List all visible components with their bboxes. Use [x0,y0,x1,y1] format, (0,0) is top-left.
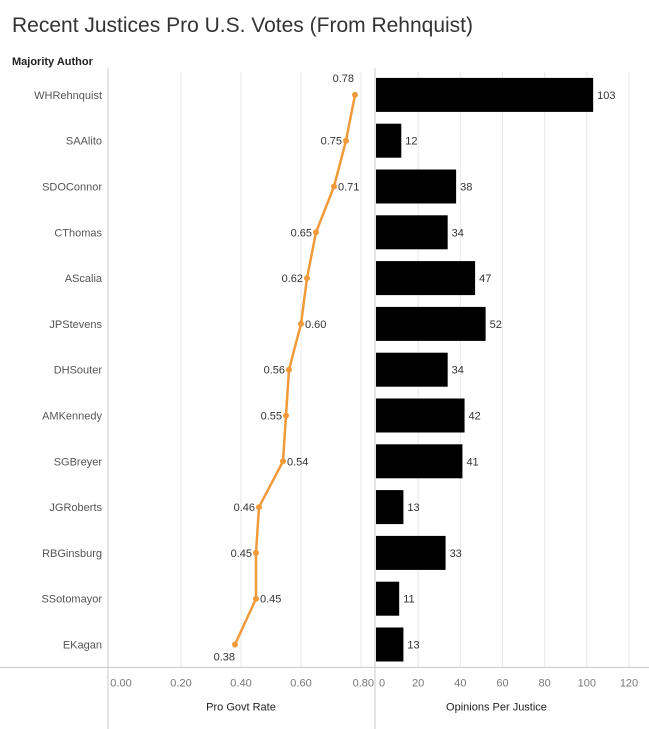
bar-EKagan [376,627,404,662]
bar-x-tick: 100 [578,677,596,689]
category-label: EKagan [63,640,102,652]
category-label: AMKennedy [42,411,102,423]
line-value-label: 0.65 [291,227,312,239]
bar-value-label: 34 [452,365,464,377]
line-x-axis-title: Pro Govt Rate [206,701,276,713]
line-point-DHSouter [286,366,292,373]
bar-x-tick: 20 [412,677,424,689]
category-label: SGBreyer [54,456,103,468]
pro-govt-rate-line [233,94,357,646]
category-label: DHSouter [54,365,103,377]
line-point-SDOConnor [331,183,337,190]
line-point-WHRehnquist [352,91,358,98]
category-label: SSotomayor [41,594,102,606]
line-point-EKagan [232,641,238,648]
line-value-label: 0.62 [282,273,303,285]
bar-JPStevens [376,306,486,341]
bar-x-tick: 120 [620,677,638,689]
line-value-label: 0.54 [287,456,308,468]
bar-WHRehnquist [376,77,594,112]
bar-value-label: 103 [597,90,615,102]
line-point-SAAlito [343,137,349,144]
line-point-AMKennedy [283,412,289,419]
line-point-RBGinsburg [253,549,259,556]
bar-CThomas [376,215,448,250]
bar-value-label: 11 [403,594,414,606]
line-value-label: 0.45 [231,548,252,560]
bar-value-label: 12 [405,136,417,148]
line-point-JGRoberts [256,504,262,511]
line-x-tick: 0.00 [110,677,131,689]
category-label: SAAlito [66,136,102,148]
bar-value-label: 13 [407,640,419,652]
category-label: CThomas [54,227,102,239]
bar-x-tick: 60 [496,677,508,689]
bar-value-label: 38 [460,182,472,194]
line-x-tick: 0.20 [170,677,191,689]
line-point-SSotomayor [253,595,259,602]
category-label: AScalia [65,273,103,285]
row-dimension-header: Majority Author [12,56,93,68]
line-value-label: 0.55 [261,411,282,423]
line-x-tick: 0.80 [353,677,374,689]
line-point-AScalia [304,275,310,282]
line-x-tick: 0.60 [290,677,311,689]
bar-value-label: 33 [450,548,462,560]
bar-AMKennedy [376,398,465,433]
line-value-label: 0.38 [214,652,235,664]
bar-DHSouter [376,352,448,387]
bar-x-tick: 80 [539,677,551,689]
category-label: JGRoberts [49,502,102,514]
line-value-label: 0.60 [305,319,326,331]
category-label: SDOConnor [42,182,102,194]
bar-SDOConnor [376,169,457,204]
bar-value-label: 13 [407,502,419,514]
chart-title: Recent Justices Pro U.S. Votes (From Reh… [12,14,474,37]
line-value-label: 0.78 [333,73,354,85]
line-point-CThomas [313,229,319,236]
line-value-label: 0.75 [321,136,342,148]
bar-JGRoberts [376,490,404,525]
bar-RBGinsburg [376,535,446,570]
line-point-SGBreyer [280,458,286,465]
bar-SSotomayor [376,581,400,616]
bar-SAAlito [376,123,402,158]
bar-value-label: 47 [479,273,491,285]
category-label: JPStevens [49,319,102,331]
category-label: WHRehnquist [34,90,102,102]
bar-x-tick: 0 [379,677,385,689]
line-point-JPStevens [298,320,304,327]
category-label: RBGinsburg [42,548,102,560]
line-value-label: 0.45 [260,594,281,606]
bar-value-label: 52 [490,319,502,331]
line-value-label: 0.56 [264,365,285,377]
bar-SGBreyer [376,444,463,479]
bar-value-label: 42 [469,411,481,423]
bar-x-tick: 40 [454,677,466,689]
bar-value-label: 34 [452,227,464,239]
bar-AScalia [376,261,476,296]
line-value-label: 0.46 [234,502,255,514]
bar-value-label: 41 [466,456,478,468]
line-value-label: 0.71 [338,182,359,194]
line-x-tick: 0.40 [230,677,251,689]
bar-x-axis-title: Opinions Per Justice [446,701,547,713]
